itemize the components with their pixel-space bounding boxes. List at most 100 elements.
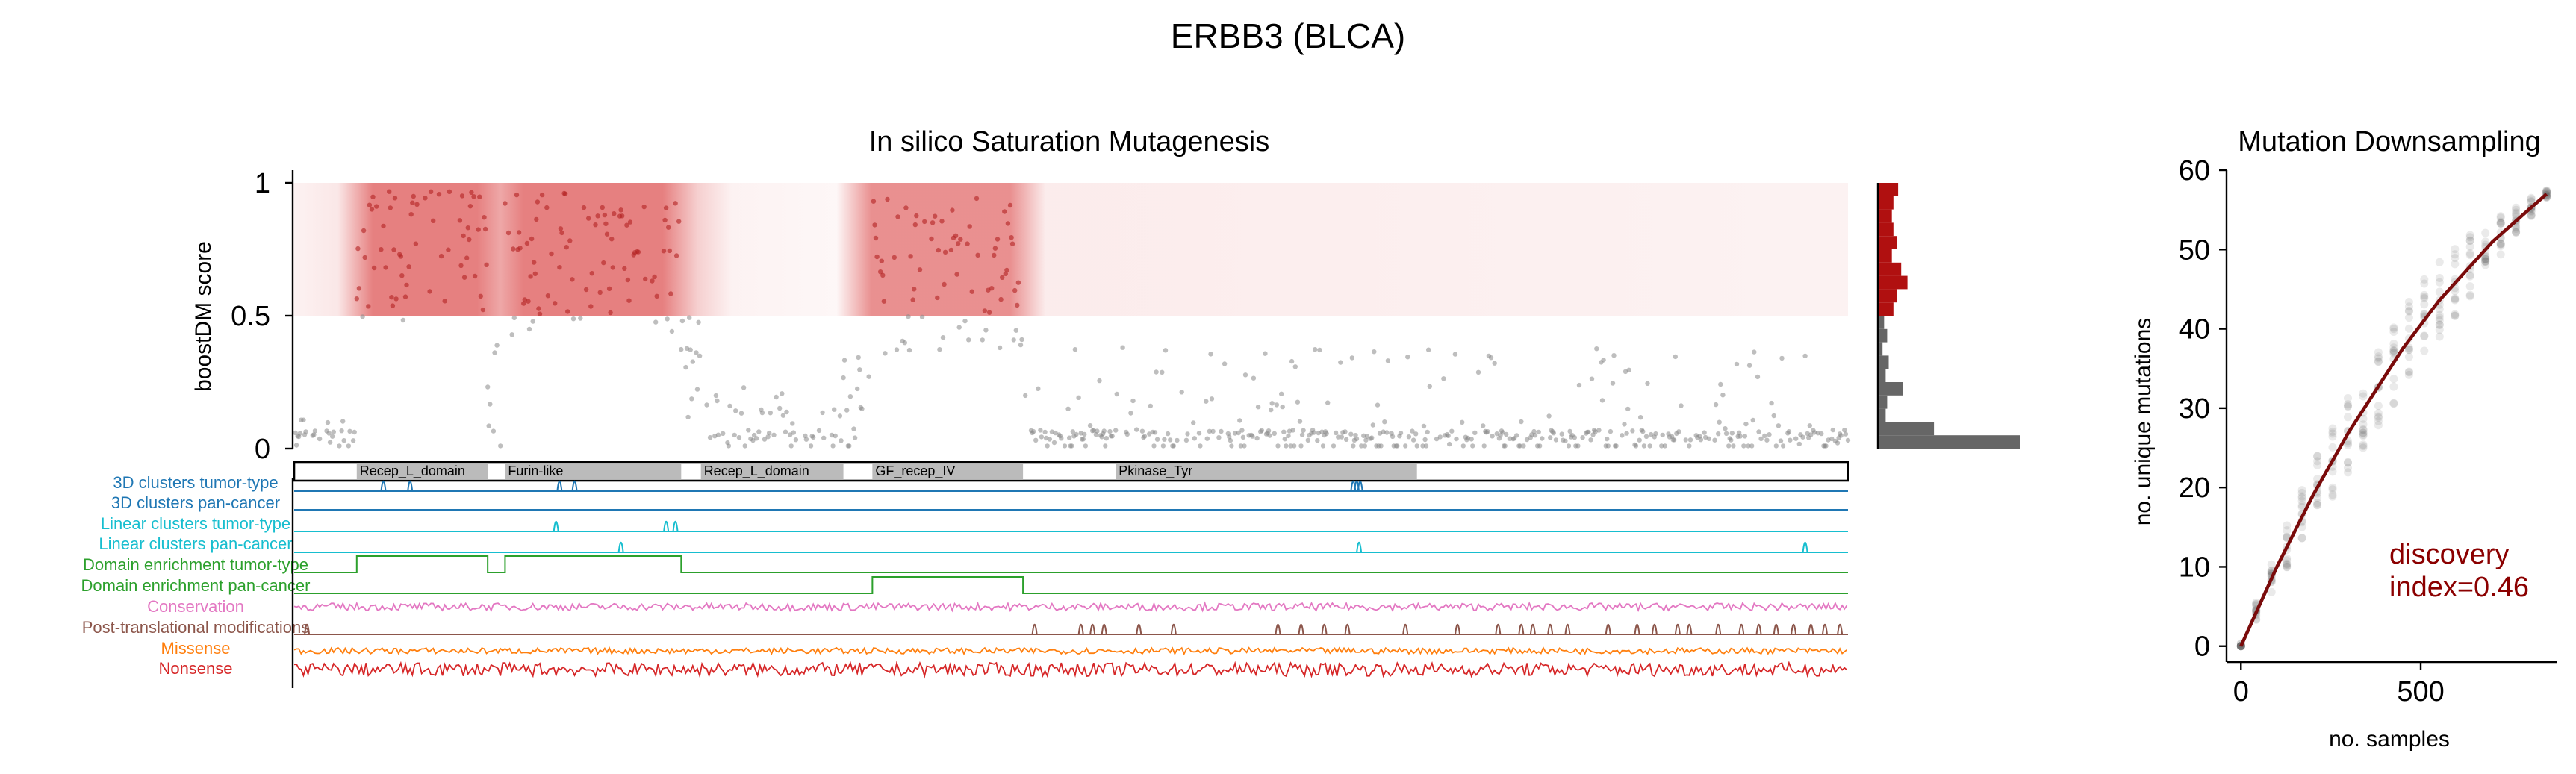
passenger-point bbox=[937, 347, 942, 352]
driver-point bbox=[975, 252, 980, 258]
downsampling-point bbox=[2435, 316, 2444, 325]
passenger-point bbox=[1605, 443, 1611, 449]
passenger-point bbox=[1280, 404, 1285, 410]
downsampling-point bbox=[2465, 236, 2474, 245]
passenger-point bbox=[1536, 429, 1541, 435]
passenger-point bbox=[1039, 434, 1045, 440]
passenger-point bbox=[1134, 427, 1139, 432]
passenger-point bbox=[1729, 437, 1734, 443]
downsampling-point bbox=[2344, 400, 2352, 409]
track-label: Domain enrichment pan-cancer bbox=[81, 576, 311, 595]
downsampling-point bbox=[2435, 310, 2444, 319]
passenger-point bbox=[1641, 443, 1647, 449]
domain-label: Recep_L_domain bbox=[360, 464, 465, 479]
passenger-point bbox=[526, 326, 532, 332]
passenger-point bbox=[962, 318, 968, 324]
passenger-point bbox=[1030, 428, 1036, 434]
downsampling-point bbox=[2359, 389, 2368, 398]
driver-point bbox=[482, 226, 488, 232]
downsampling-point bbox=[2481, 255, 2490, 263]
driver-point bbox=[484, 262, 489, 267]
downsampling-point bbox=[2496, 219, 2505, 228]
passenger-point bbox=[1406, 434, 1412, 440]
passenger-point bbox=[1845, 437, 1851, 443]
driver-point bbox=[673, 201, 678, 206]
passenger-point bbox=[1517, 443, 1523, 449]
passenger-point bbox=[1301, 428, 1306, 433]
passenger-point bbox=[1097, 378, 1102, 384]
passenger-point bbox=[736, 435, 742, 440]
passenger-point bbox=[1446, 433, 1451, 438]
passenger-point bbox=[847, 443, 852, 449]
driver-point bbox=[912, 287, 917, 292]
downsampling-point bbox=[2359, 414, 2368, 423]
driver-point bbox=[438, 253, 444, 259]
driver-point bbox=[539, 192, 545, 198]
driver-point bbox=[880, 272, 886, 278]
driver-point bbox=[593, 222, 598, 228]
passenger-point bbox=[1624, 431, 1629, 436]
passenger-point bbox=[1292, 443, 1297, 449]
passenger-point bbox=[485, 384, 491, 390]
track-spike bbox=[1773, 623, 1779, 635]
passenger-point bbox=[1369, 435, 1375, 440]
passenger-point bbox=[1219, 428, 1224, 434]
passenger-point bbox=[902, 340, 908, 346]
driver-point bbox=[535, 199, 541, 205]
passenger-point bbox=[1830, 427, 1835, 433]
passenger-point bbox=[1343, 437, 1349, 442]
downsampling-point bbox=[2404, 324, 2413, 333]
passenger-point bbox=[1279, 391, 1284, 396]
passenger-point bbox=[830, 443, 836, 449]
driver-point bbox=[477, 194, 482, 199]
passenger-point bbox=[1764, 437, 1770, 443]
downsampling-point bbox=[2389, 382, 2398, 391]
downsampling-point bbox=[2328, 427, 2337, 436]
passenger-point bbox=[767, 430, 772, 436]
passenger-point bbox=[1254, 435, 1260, 441]
passenger-point bbox=[756, 429, 762, 434]
track-spike bbox=[617, 541, 624, 553]
passenger-point bbox=[340, 419, 346, 424]
downsampling-point bbox=[2297, 488, 2306, 497]
driver-point bbox=[652, 274, 657, 280]
passenger-point bbox=[768, 411, 774, 416]
downsampling-point bbox=[2465, 272, 2474, 281]
passenger-point bbox=[679, 318, 685, 324]
driver-point bbox=[967, 224, 972, 229]
downsampling-point bbox=[2451, 287, 2460, 296]
passenger-point bbox=[1460, 419, 1465, 425]
downsampling-point bbox=[2465, 290, 2474, 299]
passenger-point bbox=[1343, 429, 1348, 434]
passenger-point bbox=[1843, 431, 1849, 437]
downsampling-point bbox=[2512, 208, 2521, 217]
driver-point bbox=[914, 213, 919, 219]
passenger-point bbox=[1281, 429, 1287, 434]
downsampling-point bbox=[2283, 526, 2292, 535]
passenger-point bbox=[1575, 443, 1581, 449]
driver-point bbox=[986, 287, 991, 293]
track-label: Missense bbox=[161, 639, 231, 658]
passenger-point bbox=[1179, 390, 1184, 395]
downsampling-point bbox=[2359, 428, 2368, 437]
passenger-point bbox=[1036, 386, 1041, 391]
passenger-point bbox=[1626, 367, 1631, 372]
passenger-point bbox=[1676, 429, 1681, 434]
passenger-point bbox=[1259, 428, 1265, 433]
downsampling-x-tick-label: 0 bbox=[2233, 676, 2249, 708]
passenger-point bbox=[352, 429, 357, 435]
passenger-point bbox=[1242, 372, 1248, 378]
driver-point bbox=[461, 275, 467, 280]
discovery-line-2: index=0.46 bbox=[2389, 572, 2529, 603]
passenger-point bbox=[1559, 431, 1564, 437]
passenger-point bbox=[498, 443, 503, 449]
histogram-bar bbox=[1879, 222, 1894, 237]
driver-point bbox=[588, 304, 594, 309]
passenger-point bbox=[759, 410, 765, 416]
passenger-point bbox=[694, 387, 700, 392]
passenger-point bbox=[341, 438, 346, 443]
track-spike bbox=[1547, 623, 1554, 635]
passenger-point bbox=[1548, 435, 1553, 440]
downsampling-point bbox=[2344, 468, 2352, 477]
passenger-point bbox=[1315, 438, 1320, 443]
